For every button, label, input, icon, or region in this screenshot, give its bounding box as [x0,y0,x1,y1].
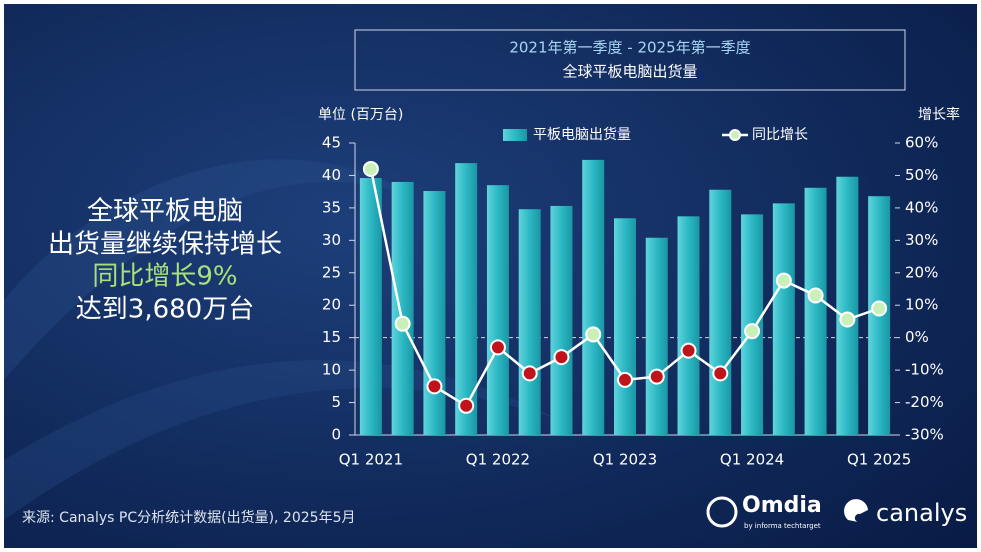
x-tick-label: Q1 2022 [466,451,530,469]
y2-tick-label: 30% [905,231,938,249]
bar [518,209,541,435]
legend-label: 平板电脑出货量 [533,126,631,143]
legend-swatch [729,129,741,141]
bar [836,176,859,435]
y-tick-label: 25 [322,263,341,281]
bar [677,216,700,435]
y2-tick-label: 50% [905,166,938,184]
annotation: 达到3,680万台 [76,295,254,325]
y-tick-label: 30 [322,231,341,249]
line-point [617,371,633,388]
y2-tick-label: -20% [905,393,944,411]
annotation: 出货量继续保持增长 [48,230,282,260]
y-tick-label: 40 [322,166,341,184]
y2-axis-label: 增长率 [918,106,960,123]
bar [391,181,414,435]
y-axis-label: 单位 (百万台) [318,107,403,123]
logo-icon [706,496,738,528]
wave [4,360,560,520]
y-tick-label: 35 [322,198,341,216]
y-tick-label: 20 [322,296,341,314]
line-point [775,272,792,289]
y-tick-label: 0 [331,426,341,444]
bar [550,205,573,435]
y2-tick-label: -10% [905,361,944,379]
legend-label: 同比增长 [752,127,808,143]
y-tick-label: 10 [322,361,341,379]
bar [772,203,795,435]
wave [4,159,420,380]
y2-tick-label: 10% [905,296,938,314]
chart-subtitle: 全球平板电脑出货量 [562,63,697,81]
line-point [458,397,475,414]
line-point [362,160,379,177]
line-point [489,339,506,356]
line-point [712,365,729,382]
line-point [680,342,697,359]
annotation: 同比增长9% [92,262,237,292]
source: 来源: Canalys PC分析统计数据(出货量), 2025年5月 [22,509,355,526]
y2-tick-label: 20% [905,263,938,281]
legend-swatch [503,129,527,141]
y-tick-label: 15 [322,328,341,346]
logo-icon [844,499,868,522]
bar [486,185,509,435]
y2-tick-label: 60% [905,134,938,152]
y2-tick-label: -30% [905,426,944,444]
line-point [585,326,602,343]
bar [709,189,732,435]
y-tick-label: 45 [322,134,341,152]
line-point [871,300,888,317]
line-point [394,315,411,332]
y-tick-label: 5 [331,393,341,411]
bar [804,187,827,435]
line-point [744,323,761,340]
x-tick-label: Q1 2024 [720,451,784,469]
bar [455,163,478,436]
bar [423,191,446,435]
title-box [354,29,906,91]
y2-tick-label: 40% [905,198,938,216]
logo: Omdia [742,493,822,518]
line-point [839,311,856,328]
x-tick-label: Q1 2021 [339,451,403,469]
bar [359,178,382,436]
logo-sub: by informa techtarget [744,522,821,530]
x-tick-label: Q1 2023 [593,451,657,469]
x-tick-label: Q1 2025 [847,451,911,469]
line-point [426,378,443,395]
logo: canalys [876,499,967,527]
chart-title: 2021年第一季度 - 2025年第一季度 [509,39,750,57]
line-point [648,368,665,385]
bar [645,237,668,435]
line-point [553,349,570,366]
y2-tick-label: 0% [905,328,929,346]
line-point [521,365,538,382]
annotation: 全球平板电脑 [87,197,243,227]
line-point [807,287,824,304]
bar [614,218,636,435]
bar [582,159,605,436]
